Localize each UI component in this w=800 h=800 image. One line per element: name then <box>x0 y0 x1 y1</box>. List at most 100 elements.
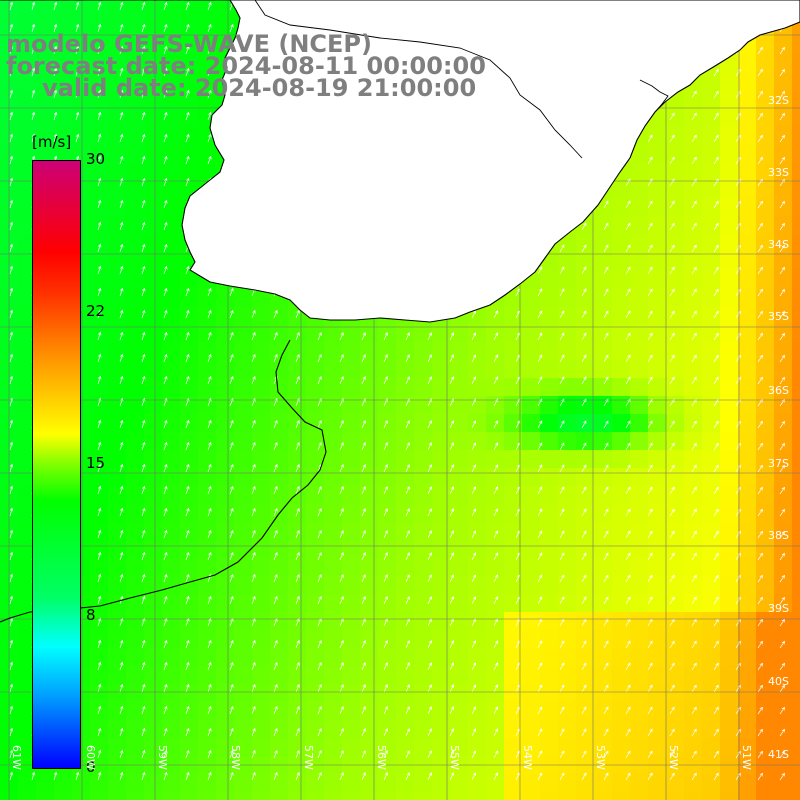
wind-arrow <box>317 661 322 671</box>
field-cell <box>180 144 199 163</box>
wind-arrow <box>735 332 741 341</box>
field-cell <box>756 144 775 163</box>
field-cell <box>522 288 541 307</box>
field-cell <box>666 252 685 271</box>
wind-arrow <box>97 353 102 363</box>
wind-arrow <box>581 640 587 649</box>
field-cell <box>522 738 541 757</box>
wind-arrow <box>471 530 477 539</box>
field-cell <box>630 378 649 397</box>
wind-arrow <box>669 376 675 385</box>
field-cell <box>18 198 37 217</box>
wind-arrow <box>53 111 58 121</box>
field-cell <box>756 576 775 595</box>
wind-arrow <box>603 552 609 561</box>
field-cell <box>144 0 163 19</box>
wind-arrow <box>185 749 190 759</box>
field-cell <box>774 252 793 271</box>
field-cell <box>738 792 757 800</box>
wind-arrow <box>185 727 190 737</box>
wind-arrow <box>669 266 675 275</box>
wind-arrow <box>757 68 763 77</box>
field-cell <box>684 486 703 505</box>
field-cell <box>36 36 55 55</box>
field-cell <box>558 270 577 289</box>
field-cell <box>288 324 307 343</box>
field-cell <box>180 630 199 649</box>
field-cell <box>504 360 523 379</box>
field-cell <box>252 702 271 721</box>
field-cell <box>450 720 469 739</box>
field-cell <box>198 396 217 415</box>
field-cell <box>648 126 667 145</box>
wind-arrow <box>735 662 741 671</box>
field-cell <box>702 648 721 667</box>
field-cell <box>774 486 793 505</box>
wind-arrow <box>757 508 763 517</box>
wind-arrow <box>691 486 697 495</box>
wind-arrow <box>757 244 763 253</box>
field-cell <box>540 360 559 379</box>
field-cell <box>216 666 235 685</box>
wind-arrow <box>207 551 212 561</box>
field-cell <box>774 684 793 703</box>
field-cell <box>720 342 739 361</box>
wind-arrow <box>119 111 124 121</box>
wind-arrow <box>779 684 785 693</box>
wind-arrow <box>339 639 344 649</box>
wind-arrow <box>603 266 609 275</box>
wind-arrow <box>207 111 212 121</box>
field-cell <box>360 540 379 559</box>
wind-arrow <box>9 243 14 253</box>
wind-arrow <box>691 222 697 231</box>
wind-arrow <box>625 772 631 781</box>
field-cell <box>342 450 361 469</box>
field-cell <box>252 612 271 631</box>
field-cell <box>684 648 703 667</box>
field-cell <box>486 630 505 649</box>
field-cell <box>594 414 613 433</box>
field-cell <box>576 234 595 253</box>
field-cell <box>432 648 451 667</box>
field-cell <box>720 576 739 595</box>
field-cell <box>702 342 721 361</box>
field-cell <box>90 198 109 217</box>
field-cell <box>612 468 631 487</box>
field-cell <box>18 720 37 739</box>
field-cell <box>180 126 199 145</box>
field-cell <box>432 684 451 703</box>
wind-arrow <box>97 419 102 429</box>
field-cell <box>378 486 397 505</box>
field-cell <box>702 432 721 451</box>
wind-arrow <box>713 574 719 583</box>
wind-arrow <box>295 485 300 495</box>
field-cell <box>738 144 757 163</box>
field-cell <box>162 450 181 469</box>
wind-arrow <box>735 706 741 715</box>
field-cell <box>234 576 253 595</box>
wind-arrow <box>537 552 543 561</box>
wind-arrow <box>779 662 785 671</box>
field-cell <box>720 360 739 379</box>
field-cell <box>396 342 415 361</box>
field-cell <box>342 648 361 667</box>
field-cell <box>720 558 739 577</box>
field-cell <box>360 558 379 577</box>
field-cell <box>198 738 217 757</box>
wind-arrow <box>9 353 14 363</box>
field-cell <box>108 738 127 757</box>
field-cell <box>144 36 163 55</box>
wind-arrow <box>163 23 168 33</box>
field-cell <box>504 792 523 800</box>
wind-arrow <box>405 442 410 451</box>
field-cell <box>612 486 631 505</box>
wind-arrow <box>361 508 366 517</box>
field-cell <box>558 468 577 487</box>
field-cell <box>774 342 793 361</box>
wind-arrow <box>581 750 587 759</box>
wind-arrow <box>163 221 168 231</box>
field-cell <box>666 198 685 217</box>
field-cell <box>702 198 721 217</box>
field-cell <box>378 738 397 757</box>
